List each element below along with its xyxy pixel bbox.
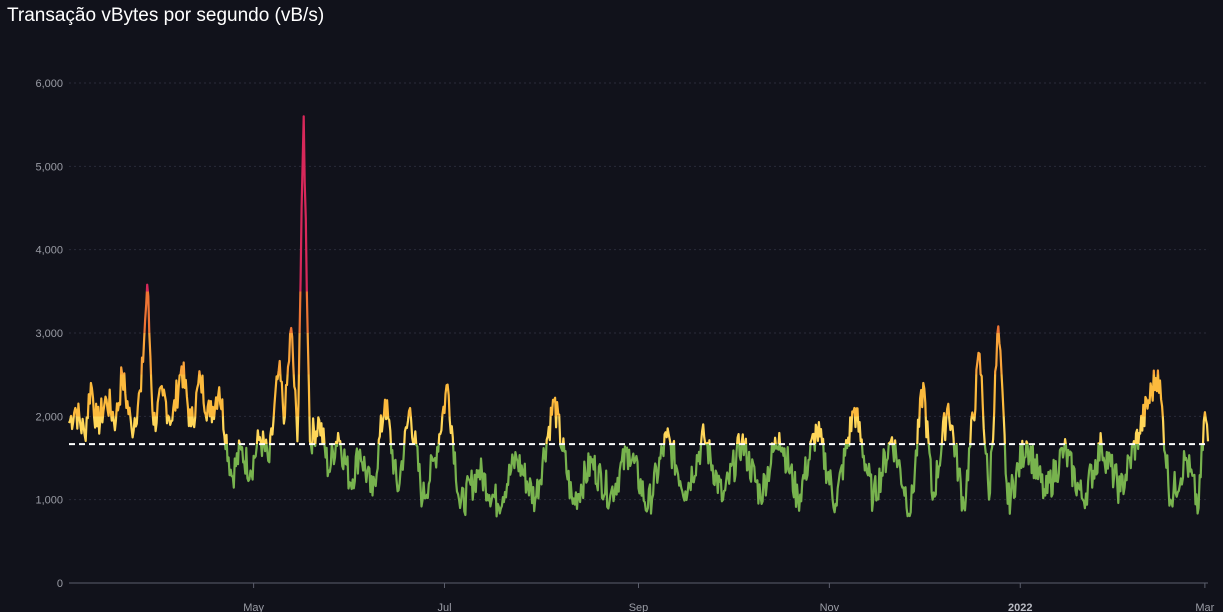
y-tick-label: 6,000 xyxy=(35,78,63,90)
series-line xyxy=(67,115,1210,518)
y-tick-label: 0 xyxy=(57,578,63,590)
x-tick-label: Sep xyxy=(629,602,649,612)
x-tick-label: Mar xyxy=(1195,602,1214,612)
y-tick-label: 2,000 xyxy=(35,411,63,423)
x-axis: May Jul Sep Nov 2022 Mar xyxy=(69,582,1215,612)
series-area xyxy=(67,115,1210,518)
y-tick-label: 3,000 xyxy=(35,328,63,340)
y-tick-label: 5,000 xyxy=(35,161,63,173)
grid-lines xyxy=(69,82,1208,501)
y-axis: 0 1,000 2,000 3,000 4,000 5,000 6,000 xyxy=(35,78,63,590)
y-tick-label: 1,000 xyxy=(35,495,63,507)
chart-title: Transação vBytes por segundo (vB/s) xyxy=(7,5,325,26)
x-tick-label: Nov xyxy=(820,602,840,612)
x-tick-label: Jul xyxy=(437,602,451,612)
y-tick-label: 4,000 xyxy=(35,245,63,257)
x-tick-label: May xyxy=(243,602,264,612)
x-tick-label: 2022 xyxy=(1008,602,1032,612)
